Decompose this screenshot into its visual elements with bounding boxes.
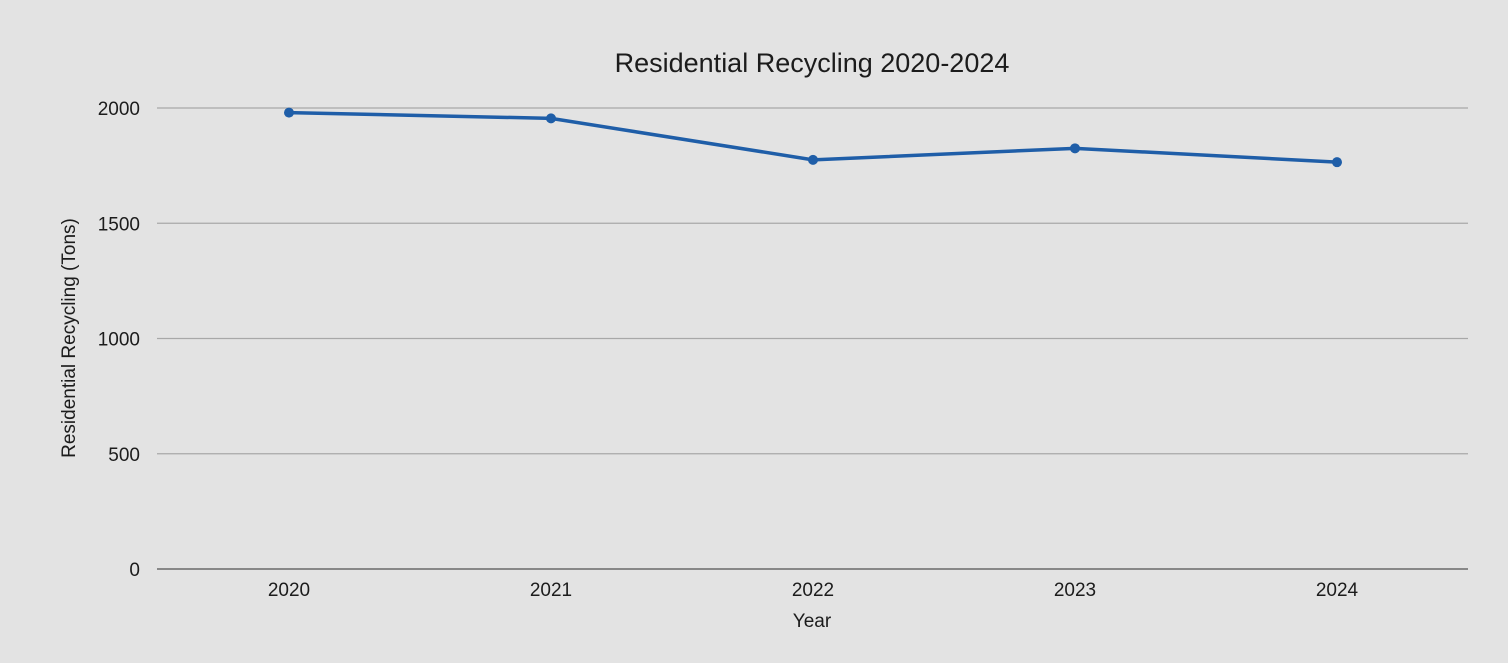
data-point-2023 (1070, 143, 1080, 154)
x-tick-label: 2022 (792, 580, 834, 601)
x-tick-label: 2023 (1054, 580, 1096, 601)
gridlines (157, 107, 1468, 570)
data-point-2021 (546, 113, 556, 124)
data-point-2024 (1332, 157, 1342, 168)
x-tick-label: 2021 (530, 580, 572, 601)
y-tick-label: 2000 (98, 99, 140, 120)
y-tick-labels: 0 500 1000 1500 2000 (98, 99, 140, 581)
y-tick-label: 1500 (98, 214, 140, 235)
x-tick-label: 2024 (1316, 580, 1359, 601)
chart-title: Residential Recycling 2020-2024 (615, 48, 1010, 78)
x-tick-labels: 2020 2021 2022 2023 2024 (268, 580, 1359, 601)
y-tick-label: 0 (129, 560, 140, 581)
y-axis-title: Residential Recycling (Tons) (59, 218, 80, 458)
data-point-2020 (284, 107, 294, 118)
series (284, 107, 1342, 168)
x-tick-label: 2020 (268, 580, 310, 601)
x-axis-title: Year (793, 611, 832, 632)
y-tick-label: 500 (108, 445, 140, 466)
data-point-2022 (808, 154, 818, 165)
y-tick-label: 1000 (98, 330, 140, 351)
